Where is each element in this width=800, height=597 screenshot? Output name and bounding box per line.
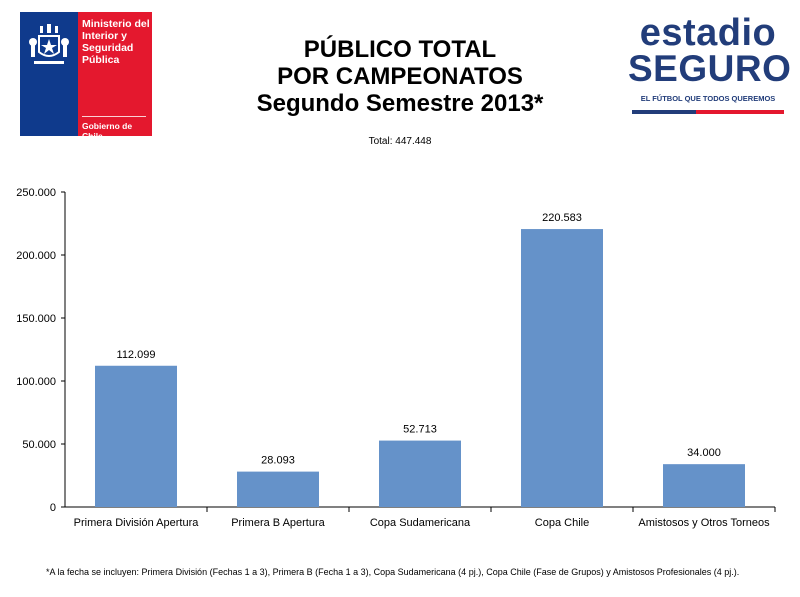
y-tick-label: 150.000	[16, 313, 56, 325]
bar-value-label: 28.093	[261, 455, 295, 467]
logo-tagline: EL FÚTBOL QUE TODOS QUEREMOS	[640, 94, 776, 103]
chart-title: PÚBLICO TOTAL POR CAMPEONATOS Segundo Se…	[200, 36, 600, 117]
ministry-logo: Ministerio del Interior y Seguridad Públ…	[20, 12, 152, 141]
logo-red-panel	[78, 12, 152, 136]
title-line-3: Segundo Semestre 2013*	[256, 90, 544, 117]
estadio-seguro-logo: estadio SEGURO EL FÚTBOL QUE TODOS QUERE…	[628, 12, 792, 116]
logo-divider	[82, 116, 146, 117]
government-label: Gobierno de Chile	[82, 121, 133, 141]
bar-value-label: 220.583	[542, 212, 582, 224]
bar	[237, 471, 319, 507]
title-line-1: PÚBLICO TOTAL	[303, 36, 497, 63]
x-category-label: Primera División Apertura	[74, 517, 200, 529]
title-line-2: POR CAMPEONATOS	[277, 63, 523, 90]
bar	[95, 365, 177, 507]
y-tick-label: 200.000	[16, 250, 56, 262]
footnote: *A la fecha se incluyen: Primera Divisió…	[46, 567, 740, 577]
total-label: Total: 447.448	[368, 136, 432, 147]
bar	[379, 440, 461, 507]
bar	[521, 229, 603, 507]
x-category-label: Amistosos y Otros Torneos	[638, 517, 770, 529]
y-tick-label: 50.000	[22, 439, 56, 451]
logo-word-estadio: estadio	[639, 12, 777, 54]
y-tick-label: 100.000	[16, 376, 56, 388]
bar	[663, 464, 745, 507]
x-category-label: Primera B Apertura	[231, 517, 325, 529]
bar-value-label: 34.000	[687, 447, 721, 459]
x-category-label: Copa Sudamericana	[370, 517, 471, 529]
logo-stripe-blue	[632, 110, 696, 114]
ministry-name: Ministerio del Interior y Seguridad Públ…	[82, 18, 150, 66]
logo-word-seguro: SEGURO	[628, 48, 792, 89]
bar-value-label: 52.713	[403, 424, 437, 436]
y-tick-label: 0	[50, 502, 56, 514]
bar-chart: 0 50.000 100.000 150.000 200.000 250.000 112.0…	[16, 187, 776, 529]
x-category-label: Copa Chile	[535, 517, 589, 529]
coat-of-arms-icon	[29, 24, 69, 64]
y-tick-label: 250.000	[16, 187, 56, 199]
bar-value-label: 112.099	[117, 349, 156, 361]
logo-stripe-red	[696, 110, 784, 114]
